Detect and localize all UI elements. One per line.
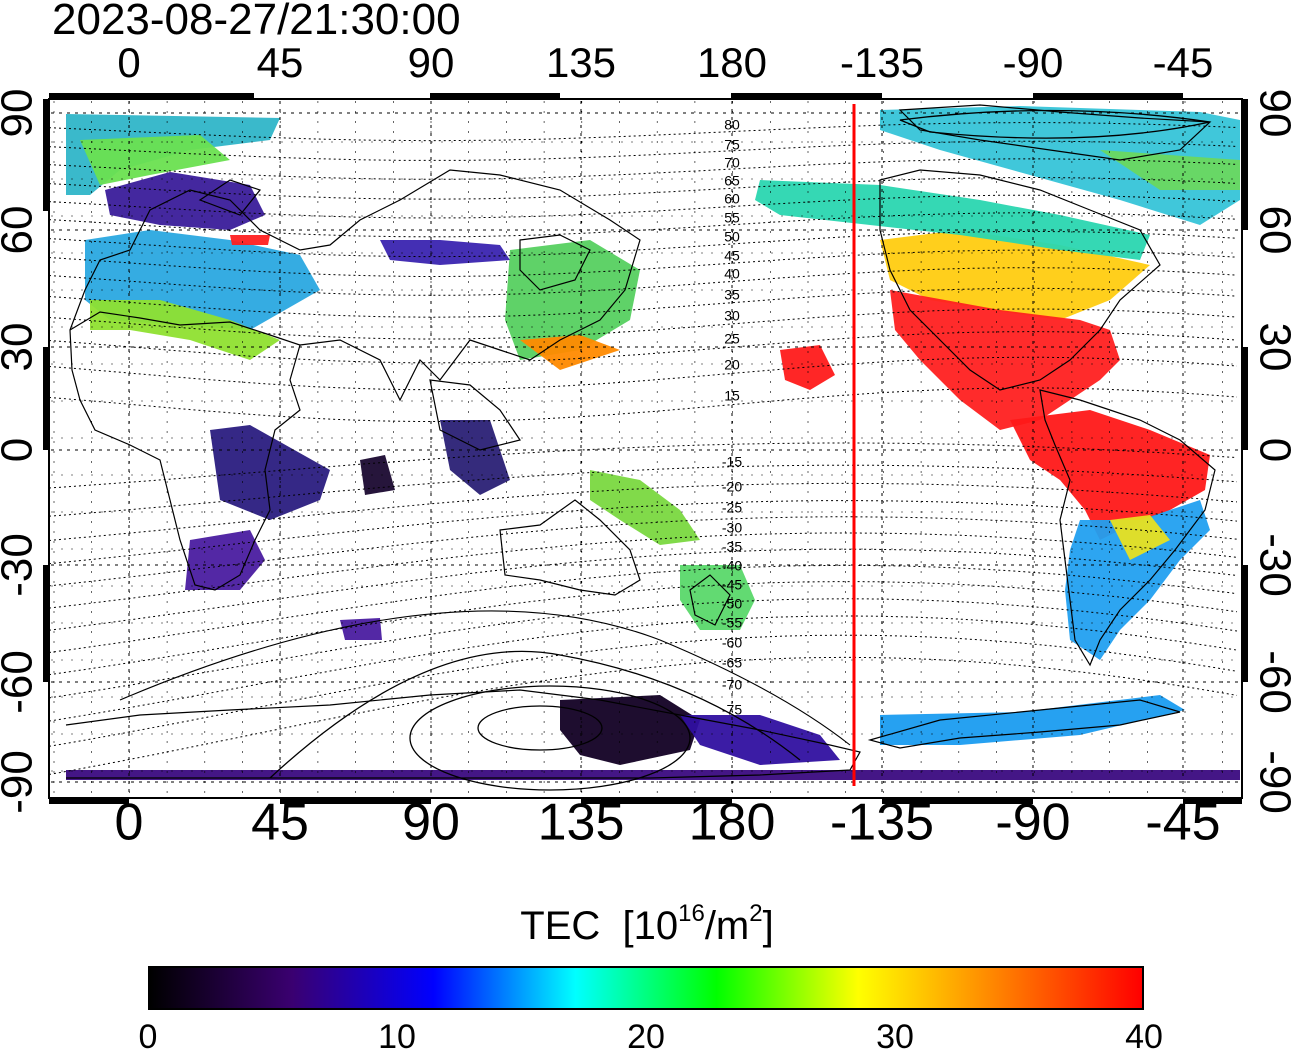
left-latitude-tick-label: 30 [0,323,42,372]
top-longitude-tick-label: 45 [257,39,304,86]
top-longitude-tick-label: -135 [840,39,924,86]
magnetic-latitude-label: 40 [724,266,740,282]
colorbar-tick-label: 10 [378,1018,416,1056]
map-frame-ticks [43,93,1248,804]
magnetic-latitude-label: -40 [722,558,742,574]
magnetic-latitude-label: 20 [724,357,740,373]
top-longitude-tick-label: 90 [408,39,455,86]
magnetic-latitude-label: -15 [722,454,742,470]
top-longitude-tick-label: 180 [697,39,767,86]
magnetic-latitude-label: 30 [724,308,740,324]
magnetic-latitude-label: -65 [722,655,742,671]
colorbar-title: TEC [1016/m2] [0,902,1294,950]
colorbar-tick-label: 30 [876,1018,914,1056]
right-latitude-tick-label: 90 [1250,89,1294,138]
colorbar-tick-label: 40 [1125,1018,1163,1056]
colorbar-unit-exponent: 16 [678,900,705,927]
magnetic-latitude-label: -55 [722,615,742,631]
magnetic-latitude-label: -45 [722,577,742,593]
magnetic-latitude-label: 35 [724,287,740,303]
magnetic-latitude-label: -75 [722,702,742,718]
right-latitude-axis: 90 60 30 0 -30 -60 -90 [1250,89,1294,814]
left-latitude-tick-label: 0 [0,438,42,462]
top-longitude-axis: 0 45 90 135 180 -135 -90 -45 [117,39,1213,86]
magnetic-latitude-labels: 80 75 70 65 60 55 50 45 40 35 30 25 20 15 -15 -20 -25 -30… [722,117,742,718]
left-latitude-tick-label: -60 [0,650,42,714]
magnetic-latitude-label: 55 [724,210,740,226]
magnetic-latitude-label: -60 [722,635,742,651]
colorbar-unit-prefix: [10 [622,904,679,948]
left-latitude-tick-label: -90 [0,750,42,814]
coastlines [65,104,1216,779]
map-timestamp-title: 2023-08-27/21:30:00 [52,0,461,44]
right-latitude-tick-label: 0 [1250,438,1294,462]
right-latitude-tick-label: -30 [1250,533,1294,597]
left-latitude-axis: 90 60 30 0 -30 -60 -90 [0,89,42,814]
left-latitude-tick-label: -30 [0,533,42,597]
magnetic-latitude-label: -35 [722,539,742,555]
top-longitude-tick-label: 135 [546,39,616,86]
right-latitude-tick-label: 30 [1250,323,1294,372]
magnetic-latitude-label: 65 [724,173,740,189]
colorbar-tick-label: 0 [138,1018,158,1056]
right-latitude-tick-label: -60 [1250,650,1294,714]
magnetic-latitude-label: 15 [724,388,740,404]
tec-colorbar [148,966,1144,1010]
colorbar-tick-label: 20 [627,1018,665,1056]
bottom-longitude-tick-label: 45 [251,794,309,852]
colorbar-unit-mid: /m [704,904,750,948]
magnetic-latitude-contours [49,109,1238,791]
right-latitude-tick-label: 60 [1250,206,1294,255]
magnetic-latitude-label: 25 [724,331,740,347]
left-latitude-tick-label: 90 [0,89,42,138]
top-longitude-tick-label: 0 [117,39,140,86]
bottom-longitude-tick-label: 0 [115,794,144,852]
right-latitude-tick-label: -90 [1250,750,1294,814]
magnetic-latitude-label: -20 [722,479,742,495]
bottom-longitude-axis: 0 45 90 135 180 -135 -90 -45 [115,794,1221,852]
bottom-longitude-tick-label: -135 [830,794,934,852]
magnetic-latitude-label: 75 [724,137,740,153]
magnetic-latitude-label: 80 [724,117,740,133]
bottom-longitude-tick-label: 135 [538,794,625,852]
magnetic-latitude-label: 50 [724,229,740,245]
magnetic-latitude-label: -25 [722,500,742,516]
left-latitude-tick-label: 60 [0,206,42,255]
lat-lon-grid [51,101,1240,796]
magnetic-latitude-label: -50 [722,596,742,612]
bottom-longitude-tick-label: 180 [689,794,776,852]
magnetic-latitude-label: -70 [722,677,742,693]
magnetic-latitude-label: 45 [724,248,740,264]
top-longitude-tick-label: -90 [1003,39,1064,86]
magnetic-latitude-label: 60 [724,191,740,207]
bottom-longitude-tick-label: -90 [995,794,1070,852]
magnetic-latitude-label: -30 [722,520,742,536]
tec-world-map: 80 75 70 65 60 55 50 45 40 35 30 25 20 15 -15 -20 -25 -30… [0,39,1294,852]
bottom-longitude-tick-label: -45 [1145,794,1220,852]
colorbar-unit-suffix: ] [762,904,774,948]
colorbar-unit-exponent-2: 2 [749,900,763,927]
magnetic-latitude-label: 70 [724,155,740,171]
bottom-longitude-tick-label: 90 [402,794,460,852]
top-longitude-tick-label: -45 [1153,39,1214,86]
colorbar-title-label: TEC [520,904,601,948]
